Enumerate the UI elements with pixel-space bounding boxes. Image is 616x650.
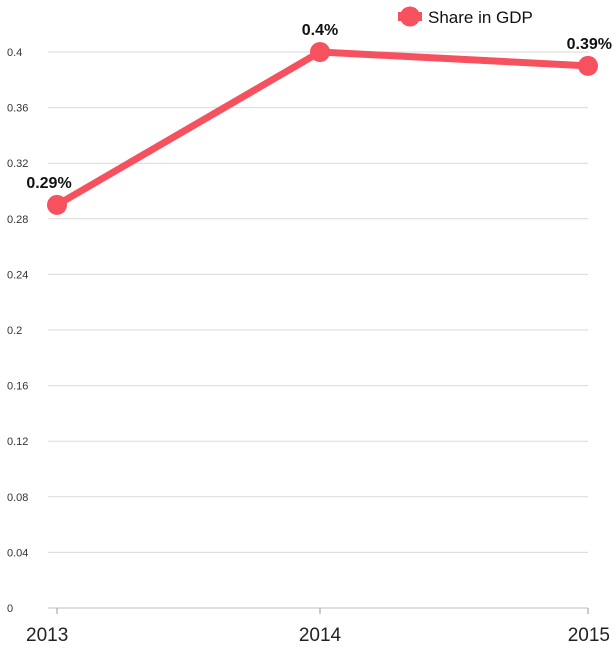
y-tick-label: 0.28 <box>7 214 28 226</box>
data-label: 0.39% <box>567 36 612 53</box>
series-line <box>53 48 592 209</box>
y-tick-label: 0.36 <box>7 103 28 115</box>
data-point <box>47 194 67 215</box>
x-axis: 2013 2014 2015 <box>26 607 610 646</box>
y-tick-label: 0.04 <box>7 547 28 559</box>
data-label: 0.4% <box>302 22 338 39</box>
gridlines <box>48 51 588 553</box>
data-point <box>578 55 598 76</box>
data-point <box>310 42 330 62</box>
y-tick-label: 0.24 <box>7 269 28 281</box>
y-tick-label: 0.2 <box>7 325 22 337</box>
y-tick-label: 0.08 <box>7 492 28 504</box>
series-share-in-gdp <box>47 42 598 215</box>
data-label: 0.29% <box>26 175 71 192</box>
legend-label: Share in GDP <box>428 8 533 27</box>
y-axis-ticks: 0 0.04 0.08 0.12 0.16 0.2 0.24 0.28 0.32 0.36 0.4 <box>7 47 28 615</box>
y-tick-label: 0.32 <box>7 158 28 170</box>
y-tick-label: 0.12 <box>7 436 28 448</box>
y-tick-label: 0.4 <box>7 47 22 59</box>
y-tick-label: 0.16 <box>7 381 28 393</box>
y-tick-label: 0 <box>7 603 13 615</box>
data-labels: 0.29% 0.4% 0.39% <box>26 22 612 192</box>
legend-marker <box>400 6 420 27</box>
legend[interactable]: Share in GDP <box>398 6 533 28</box>
x-tick-label: 2014 <box>299 625 342 646</box>
x-tick-label: 2013 <box>26 625 68 646</box>
x-tick-label: 2015 <box>568 625 610 646</box>
